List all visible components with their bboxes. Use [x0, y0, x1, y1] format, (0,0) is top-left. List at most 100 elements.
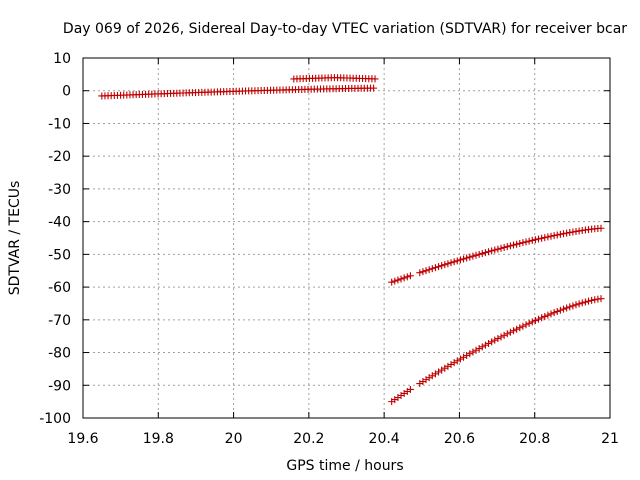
- data-point: [431, 264, 439, 272]
- data-point: [444, 260, 452, 268]
- y-tick-label: -30: [48, 182, 71, 198]
- data-point: [425, 266, 433, 274]
- data-point: [478, 249, 486, 257]
- data-point: [528, 318, 536, 326]
- data-point: [428, 265, 436, 273]
- data-point: [531, 236, 539, 244]
- chart-title: Day 069 of 2026, Sidereal Day-to-day VTE…: [63, 21, 627, 37]
- data-point: [435, 263, 443, 271]
- x-axis-label: GPS time / hours: [286, 458, 403, 474]
- data-point: [497, 333, 505, 341]
- data-point: [472, 251, 480, 259]
- data-point: [528, 236, 536, 244]
- data-point: [472, 346, 480, 354]
- data-point: [578, 299, 586, 307]
- y-tick-label: -70: [48, 313, 71, 329]
- x-tick-labels: 19.6 19.8 20 20.2 20.4 20.6 20.8 21: [67, 431, 619, 447]
- data-point: [475, 250, 483, 258]
- data-point: [400, 274, 408, 282]
- data-point: [422, 267, 430, 275]
- data-point: [416, 269, 424, 277]
- data-point: [547, 310, 555, 318]
- data-point: [522, 238, 530, 246]
- x-tick-label: 19.6: [67, 431, 98, 447]
- data-point: [541, 234, 549, 242]
- data-point: [591, 296, 599, 304]
- data-point: [469, 252, 477, 260]
- data-point: [597, 224, 605, 232]
- data-point: [544, 311, 552, 319]
- y-tick-label: 10: [53, 51, 71, 67]
- data-point: [435, 368, 443, 376]
- data-point: [481, 249, 489, 257]
- x-tick-label: 20.2: [293, 431, 324, 447]
- x-tick-label: 20.8: [519, 431, 550, 447]
- series-track-1-low: [98, 84, 378, 100]
- data-point: [444, 362, 452, 370]
- data-point: [460, 255, 468, 263]
- data-point: [560, 305, 568, 313]
- data-point: [553, 307, 561, 315]
- data-point: [560, 230, 568, 238]
- data-point: [456, 256, 464, 264]
- data-point: [535, 315, 543, 323]
- y-tick-label: -40: [48, 215, 71, 231]
- x-tick-label: 20.4: [369, 431, 400, 447]
- data-point: [463, 351, 471, 359]
- series-track-3: [388, 224, 605, 286]
- data-point: [438, 366, 446, 374]
- data-point: [441, 364, 449, 372]
- data-point: [563, 229, 571, 237]
- data-point: [597, 295, 605, 303]
- data-point: [547, 232, 555, 240]
- data-point: [491, 336, 499, 344]
- data-point: [510, 241, 518, 249]
- data-point: [569, 302, 577, 310]
- x-tick-label: 21: [601, 431, 619, 447]
- data-point: [572, 301, 580, 309]
- data-point: [466, 350, 474, 358]
- data-point: [538, 234, 546, 242]
- data-point: [566, 229, 574, 237]
- data-point: [516, 239, 524, 247]
- y-tick-label: 0: [62, 84, 71, 100]
- data-point: [394, 276, 402, 284]
- grid-lines: [83, 58, 610, 418]
- data-point: [550, 309, 558, 317]
- data-point: [497, 244, 505, 252]
- data-point: [513, 325, 521, 333]
- data-point: [488, 247, 496, 255]
- data-point: [450, 359, 458, 367]
- data-point: [510, 327, 518, 335]
- data-point: [585, 297, 593, 305]
- data-point: [553, 231, 561, 239]
- data-point: [581, 298, 589, 306]
- data-point: [370, 84, 378, 92]
- data-point: [535, 235, 543, 243]
- data-points: [98, 74, 605, 406]
- data-point: [456, 355, 464, 363]
- data-point: [463, 254, 471, 262]
- y-axis-label: SDTVAR / TECUs: [7, 181, 23, 296]
- data-point: [403, 273, 411, 281]
- data-point: [506, 242, 514, 250]
- data-point: [563, 304, 571, 312]
- data-point: [488, 338, 496, 346]
- data-point: [469, 348, 477, 356]
- data-point: [478, 343, 486, 351]
- data-point: [460, 353, 468, 361]
- x-tick-label: 19.8: [143, 431, 174, 447]
- axis-ticks: [82, 57, 611, 419]
- data-point: [500, 243, 508, 251]
- data-point: [485, 248, 493, 256]
- data-point: [500, 331, 508, 339]
- y-tick-label: -10: [48, 116, 71, 132]
- y-tick-label: -90: [48, 378, 71, 394]
- data-point: [397, 275, 405, 283]
- data-point: [447, 361, 455, 369]
- data-point: [441, 261, 449, 269]
- data-point: [485, 339, 493, 347]
- data-point: [503, 243, 511, 251]
- data-point: [419, 268, 427, 276]
